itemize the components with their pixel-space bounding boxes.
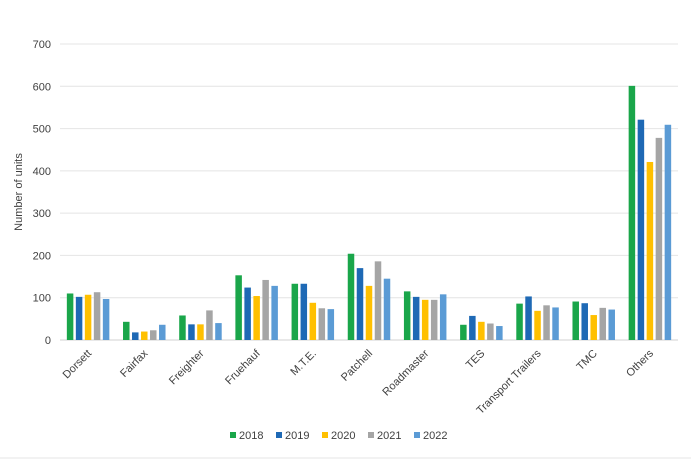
x-category-label: Patchell [339,348,375,384]
y-tick-label: 300 [33,208,51,220]
y-tick-label: 100 [33,293,51,305]
bar [572,301,579,340]
x-category-label: Fruehauf [223,347,263,387]
bar [123,321,130,340]
bar [646,161,654,340]
bar [66,293,74,340]
bar [253,296,260,340]
legend-swatch [322,432,328,438]
y-tick-label: 200 [33,250,51,262]
legend-label: 2019 [285,430,309,442]
bar [159,324,166,340]
bar [496,326,503,340]
bar [309,302,317,340]
x-category-label: Roadmaster [380,347,431,398]
bar [469,315,476,340]
y-tick-label: 500 [33,124,51,136]
legend-label: 2020 [331,430,355,442]
legend-label: 2022 [423,430,447,442]
bar [439,294,447,340]
bar [430,299,438,340]
bar [132,332,139,340]
x-category-label: TMC [575,348,600,373]
bar [525,296,532,340]
bar [235,275,242,340]
bar [581,303,588,340]
bar [516,303,523,340]
bar [141,331,148,340]
bar [552,307,559,340]
bar [318,308,326,340]
legend-swatch [230,432,236,438]
bar [206,310,213,340]
x-category-label: Fairfax [118,347,151,380]
x-category-label: Freighter [167,347,207,387]
bar [543,305,550,340]
bar [637,119,645,340]
bar [421,299,429,340]
x-category-label: M.T.E. [288,348,319,379]
bar [365,285,373,340]
bar [412,296,420,340]
bar [347,253,355,340]
bar [460,324,467,340]
bar [356,268,364,340]
bar [271,285,278,340]
y-tick-label: 700 [33,39,51,51]
bar [179,315,186,340]
legend-swatch [276,432,282,438]
bar [403,291,411,340]
bar [534,310,541,340]
bar [300,283,308,340]
bar [102,298,110,340]
legend-swatch [414,432,420,438]
bar [599,307,606,340]
legend-label: 2018 [239,430,263,442]
x-category-label: Others [624,347,656,379]
x-category-label: TES [464,348,488,372]
bar [487,323,494,340]
bar [215,323,222,340]
y-tick-label: 0 [45,335,51,347]
bar [478,321,485,340]
bar [383,278,391,340]
legend-label: 2021 [377,430,401,442]
bar [374,261,382,340]
bar [628,85,636,340]
x-category-label: Dorsett [61,348,95,382]
bar [262,279,269,340]
bar [93,292,101,340]
bar [608,309,615,340]
bar [244,287,251,340]
bar [327,309,335,340]
bar [150,330,157,340]
y-tick-label: 600 [33,81,51,93]
y-tick-label: 400 [33,166,51,178]
legend-swatch [368,432,374,438]
bar [664,124,672,340]
bar [75,296,83,340]
bar [197,324,204,340]
bar [655,137,663,340]
bar [188,324,195,340]
y-axis-title: Number of units [13,153,25,231]
bar [291,283,299,340]
bar [84,294,92,340]
bar [590,315,597,340]
